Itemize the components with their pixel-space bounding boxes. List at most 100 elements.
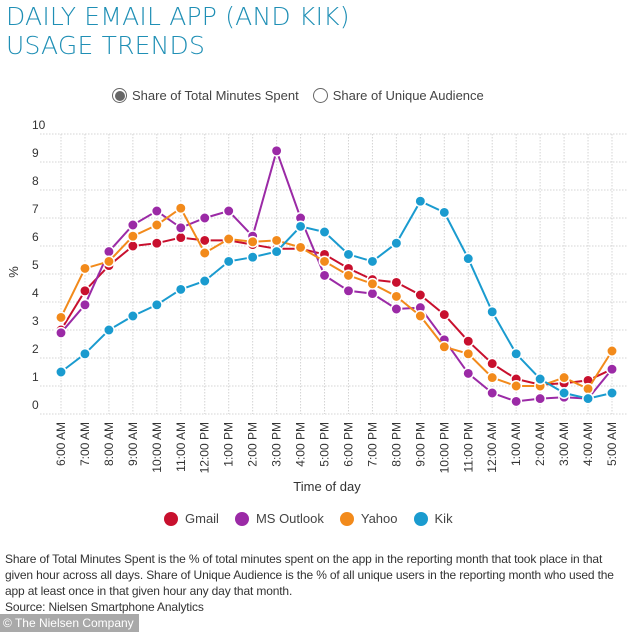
data-point xyxy=(198,212,211,224)
line-chart: 0 1 2 3 4 5 6 7 8 9 10 % 6:00 AM 7:00 AM 8:00 AM 9:00… xyxy=(6,118,628,494)
data-point xyxy=(198,275,211,287)
series-kik xyxy=(55,195,618,405)
y-tick-label: 5 xyxy=(32,258,39,272)
x-tick-label: 12:00 PM xyxy=(198,422,212,473)
data-point xyxy=(414,289,427,301)
x-tick-label: 6:00 PM xyxy=(341,422,355,467)
data-point xyxy=(150,205,163,217)
x-tick-label: 11:00 AM xyxy=(174,422,188,472)
legend-label: Yahoo xyxy=(360,511,398,526)
data-point xyxy=(366,255,379,268)
data-point xyxy=(462,367,475,380)
x-tick-label: 1:00 AM xyxy=(509,422,523,466)
data-point xyxy=(462,252,475,265)
data-point xyxy=(486,371,499,384)
data-point xyxy=(390,276,403,289)
toggle-option-total-minutes[interactable]: Share of Total Minutes Spent xyxy=(112,88,299,103)
radio-selected-icon[interactable] xyxy=(112,88,127,103)
x-tick-label: 1:00 PM xyxy=(222,422,236,467)
data-point xyxy=(318,226,331,238)
x-tick-label: 12:00 AM xyxy=(485,422,499,473)
radio-unselected-icon[interactable] xyxy=(312,88,328,103)
chart-title-line-1: DAILY EMAIL APP (AND KIK) xyxy=(6,2,350,31)
series-line xyxy=(60,206,613,391)
series-yahoo xyxy=(55,202,618,395)
legend-swatch-icon xyxy=(413,511,428,526)
legend-item-yahoo[interactable]: Yahoo xyxy=(339,511,398,526)
data-point xyxy=(510,380,523,392)
data-point xyxy=(342,248,355,261)
series-gmail xyxy=(55,231,618,391)
y-axis-ticks: 0 1 2 3 4 5 6 7 8 9 10 xyxy=(32,118,46,412)
x-tick-label: 9:00 AM xyxy=(126,422,140,466)
data-point xyxy=(174,283,187,296)
data-point xyxy=(222,233,235,245)
x-tick-label: 10:00 AM xyxy=(150,422,164,473)
data-point xyxy=(55,311,67,324)
x-tick-label: 2:00 AM xyxy=(533,422,547,466)
legend-swatch-icon xyxy=(234,511,249,526)
data-point xyxy=(222,255,235,268)
x-tick-label: 8:00 PM xyxy=(389,422,403,467)
data-point xyxy=(366,277,379,290)
data-point xyxy=(558,371,571,384)
data-point xyxy=(390,290,403,303)
data-point xyxy=(462,347,475,360)
data-point xyxy=(486,305,499,318)
x-tick-label: 3:00 PM xyxy=(270,422,284,467)
data-point xyxy=(270,234,283,247)
data-point xyxy=(198,234,211,247)
data-point xyxy=(79,262,91,275)
x-tick-label: 4:00 AM xyxy=(581,422,595,466)
data-point xyxy=(534,392,547,405)
data-point xyxy=(606,387,618,399)
data-point xyxy=(174,202,187,215)
legend: Gmail MS Outlook Yahoo Kik xyxy=(164,511,469,526)
legend-label: Kik xyxy=(434,511,453,526)
legend-item-ms-outlook[interactable]: MS Outlook xyxy=(234,511,324,526)
data-point xyxy=(438,340,451,353)
y-tick-label: 2 xyxy=(32,342,39,356)
data-point xyxy=(318,269,331,282)
data-point xyxy=(150,237,163,250)
data-point xyxy=(102,245,115,258)
data-point xyxy=(222,205,235,217)
y-tick-label: 3 xyxy=(32,314,39,328)
legend-swatch-icon xyxy=(164,511,178,526)
x-tick-label: 8:00 AM xyxy=(102,422,116,466)
data-point xyxy=(582,382,594,395)
y-tick-label: 4 xyxy=(32,286,39,300)
x-axis-label: Time of day xyxy=(293,479,361,494)
data-point xyxy=(126,310,139,322)
x-tick-label: 5:00 PM xyxy=(318,422,332,467)
data-point xyxy=(246,235,259,248)
data-point xyxy=(246,251,259,264)
data-point xyxy=(79,347,91,360)
x-tick-label: 9:00 PM xyxy=(413,422,427,467)
legend-item-gmail[interactable]: Gmail xyxy=(164,511,219,526)
x-tick-label: 6:00 AM xyxy=(54,422,68,466)
data-point xyxy=(174,231,187,244)
image-credit: © The Nielsen Company xyxy=(0,614,139,632)
data-point xyxy=(174,221,187,234)
chart-notes: Share of Total Minutes Spent is the % of… xyxy=(5,551,630,615)
data-point xyxy=(294,220,307,233)
legend-item-kik[interactable]: Kik xyxy=(413,511,453,526)
data-point xyxy=(198,247,211,259)
toggle-option-unique-audience[interactable]: Share of Unique Audience xyxy=(312,88,484,103)
data-point xyxy=(438,308,451,321)
toggle-option-label: Share of Unique Audience xyxy=(332,88,484,103)
y-tick-label: 7 xyxy=(32,202,39,216)
data-point xyxy=(486,357,499,370)
metric-toggle: Share of Total Minutes Spent Share of Un… xyxy=(112,88,498,103)
data-point xyxy=(558,387,571,399)
data-point xyxy=(342,284,355,297)
data-point xyxy=(606,363,618,376)
series-ms-outlook xyxy=(55,144,618,408)
metric-definition: Share of Total Minutes Spent is the % of… xyxy=(5,552,614,598)
data-point xyxy=(102,324,115,336)
data-point xyxy=(55,366,67,378)
series-line xyxy=(60,147,613,403)
data-point xyxy=(126,219,139,231)
data-point xyxy=(318,255,331,268)
